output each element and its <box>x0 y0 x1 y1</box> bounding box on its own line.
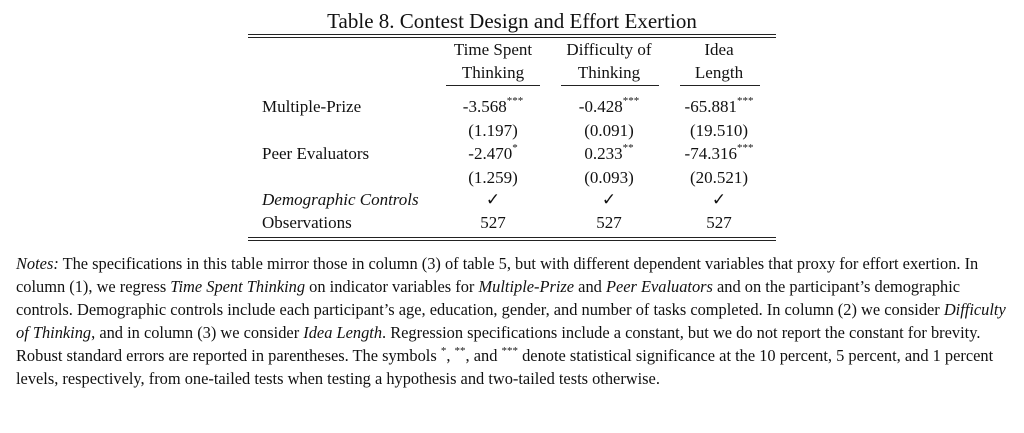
se-peer-evaluators-col3: (20.521) <box>689 168 749 187</box>
col-header-1-line2: Thinking <box>461 63 525 82</box>
bottom-rule <box>248 237 776 238</box>
check-mark-icon: ✓ <box>711 190 727 209</box>
se-multiple-prize-col3: (19.510) <box>689 121 749 140</box>
table-notes: Notes: The specifications in this table … <box>16 254 1006 388</box>
col-header-2-line2: Thinking <box>577 63 641 82</box>
col-header-3-rule <box>680 85 760 86</box>
top-rule-inner <box>248 37 776 38</box>
observations-col3: 527 <box>706 213 732 232</box>
coef-multiple-prize-col3: -65.881*** <box>684 95 754 116</box>
coef-multiple-prize-col2: -0.428*** <box>578 95 640 116</box>
se-multiple-prize-col2: (0.091) <box>584 121 634 140</box>
row-label-demographic-controls: Demographic Controls <box>262 190 419 209</box>
coef-peer-evaluators-col2: 0.233** <box>584 142 634 163</box>
row-label-peer-evaluators: Peer Evaluators <box>262 144 370 163</box>
observations-col2: 527 <box>596 213 622 232</box>
se-multiple-prize-col1: (1.197) <box>468 121 518 140</box>
se-peer-evaluators-col2: (0.093) <box>584 168 634 187</box>
coef-peer-evaluators-col3: -74.316*** <box>684 142 754 163</box>
col-header-1-rule <box>446 85 540 86</box>
col-header-3-line2: Length <box>694 63 744 82</box>
col-header-2-rule <box>561 85 659 86</box>
check-mark-icon: ✓ <box>485 190 501 209</box>
se-peer-evaluators-col1: (1.259) <box>468 168 518 187</box>
row-label-observations: Observations <box>262 213 352 232</box>
col-header-2-line1: Difficulty of <box>566 40 652 59</box>
table-title: Table 8. Contest Design and Effort Exert… <box>327 9 697 33</box>
bottom-rule-inner <box>248 240 776 241</box>
top-rule <box>248 34 776 35</box>
col-header-1-line1: Time Spent <box>453 40 533 59</box>
observations-col1: 527 <box>480 213 506 232</box>
coef-multiple-prize-col1: -3.568*** <box>462 95 524 116</box>
row-label-multiple-prize: Multiple-Prize <box>262 97 362 116</box>
coef-peer-evaluators-col1: -2.470* <box>468 142 518 163</box>
check-mark-icon: ✓ <box>601 190 617 209</box>
col-header-3-line1: Idea <box>704 40 734 59</box>
